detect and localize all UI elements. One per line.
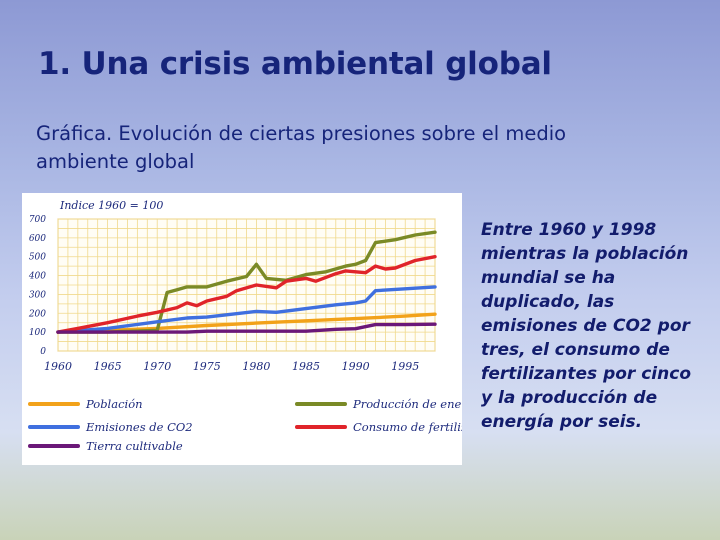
slide-title: 1. Una crisis ambiental global: [38, 46, 552, 82]
x-tick-label: 1990: [342, 360, 370, 373]
y-axis-ticks: 0 100 200 300 400 500 600 700: [28, 215, 46, 357]
x-tick-label: 1980: [242, 360, 270, 373]
series-line: [56, 312, 437, 334]
series-line: [56, 285, 437, 334]
x-tick-label: 1975: [193, 360, 221, 373]
y-tick-label: 400: [28, 272, 46, 282]
chart-container: 0 100 200 300 400 500 600 700 1960 1965 1970 1975 1…: [22, 193, 499, 465]
series-line: [56, 230, 437, 334]
y-tick-label: 100: [29, 328, 46, 338]
x-tick-label: 1970: [143, 360, 171, 373]
y-tick-label: 300: [29, 290, 46, 300]
y-tick-label: 500: [29, 253, 46, 263]
side-text: Entre 1960 y 1998 mientras la población …: [481, 220, 691, 432]
y-tick-label: 700: [29, 215, 46, 225]
y-tick-label: 200: [28, 309, 46, 319]
x-tick-label: 1985: [292, 360, 320, 373]
legend-label: Producción de energía: [352, 397, 462, 411]
series-line: [56, 322, 437, 334]
chart-title: Indice 1960 = 100: [59, 199, 163, 212]
x-axis-ticks: 1960 1965 1970 1975 1980 1985 1990 1995: [44, 360, 419, 373]
x-tick-label: 1965: [94, 360, 122, 373]
y-tick-label: 0: [40, 347, 46, 357]
x-tick-label: 1960: [44, 360, 72, 373]
legend-label: Emisiones de CO2: [85, 420, 193, 434]
legend-label: Población: [85, 397, 143, 411]
chart-series: [56, 230, 437, 334]
series-line: [56, 255, 437, 334]
x-tick-label: 1995: [391, 360, 419, 373]
slide-subtitle: Gráfica. Evolución de ciertas presiones …: [36, 122, 567, 173]
legend-label: Tierra cultivable: [86, 439, 183, 453]
y-tick-label: 600: [29, 234, 46, 244]
legend-label: Consumo de fertilizantes: [353, 420, 462, 434]
